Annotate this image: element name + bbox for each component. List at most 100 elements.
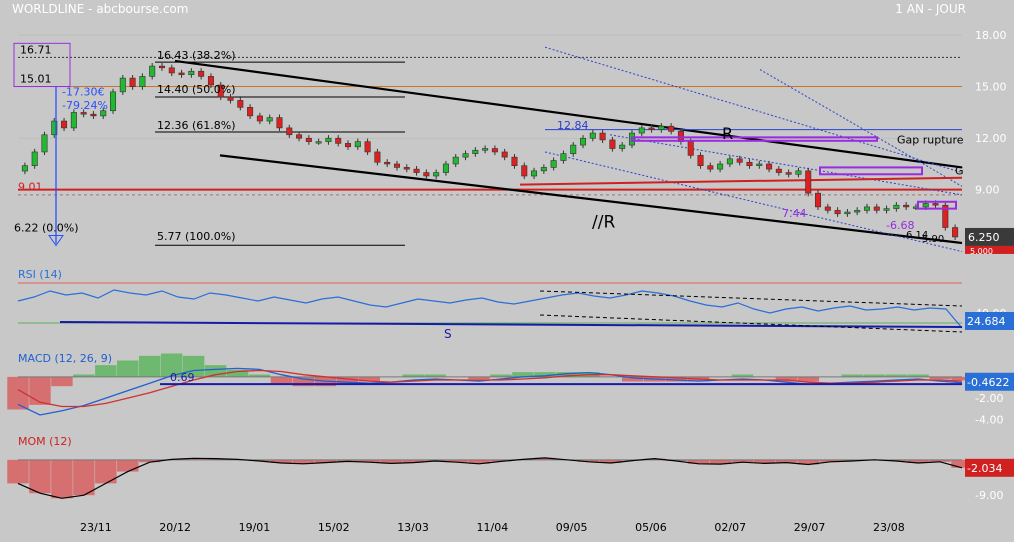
macd-tick-label: -2.00 (975, 392, 1003, 405)
candle-body (91, 114, 96, 116)
candle-body (708, 166, 713, 169)
candle-body (786, 173, 791, 175)
candle-body (492, 149, 497, 152)
level-label: 15.01 (20, 73, 52, 86)
candle-body (571, 145, 576, 154)
candle-body (825, 207, 830, 210)
candle-body (414, 169, 419, 172)
annotation-text: //R (592, 213, 615, 233)
candle-body (443, 164, 448, 173)
rsi-annotation: S (444, 327, 452, 341)
candle-body (336, 138, 341, 143)
annotation-text: G (955, 164, 964, 177)
candle-body (737, 159, 742, 162)
candle-body (61, 121, 66, 128)
candle-body (257, 116, 262, 121)
candle-body (326, 138, 331, 141)
candle-body (619, 145, 624, 148)
x-tick-label: 20/12 (159, 521, 191, 534)
annotation-text: R (722, 124, 733, 143)
x-tick-label: 23/08 (873, 521, 905, 534)
last-price-label: 6.250 (968, 231, 1000, 244)
price-tick-label: 9.00 (975, 184, 1000, 197)
candle-body (903, 205, 908, 207)
mom-histogram-bar (73, 460, 94, 495)
candle-body (698, 155, 703, 165)
candle-body (482, 149, 487, 151)
candle-body (766, 164, 771, 169)
level-label: 14.40 (50.0%) (157, 83, 236, 96)
candle-body (149, 66, 154, 76)
candle-body (639, 128, 644, 133)
candle-body (277, 118, 282, 128)
candle-body (81, 112, 86, 114)
price-tick-label: 12.00 (975, 132, 1007, 145)
candle-body (610, 140, 615, 149)
annotation-text: 5.90 (922, 234, 944, 245)
candle-body (806, 171, 811, 193)
candle-body (835, 210, 840, 213)
x-tick-label: 19/01 (239, 521, 271, 534)
chart-title: WORLDLINE - abcbourse.com (12, 2, 188, 16)
candle-body (110, 92, 115, 111)
candle-body (404, 167, 409, 169)
candle-body (727, 159, 732, 164)
level-label: 5.77 (100.0%) (157, 230, 236, 243)
macd-histogram-bar (271, 377, 292, 384)
chart-period: 1 AN - JOUR (895, 2, 966, 16)
candle-body (551, 161, 556, 168)
candle-body (894, 205, 899, 208)
level-label: 9.01 (18, 181, 43, 194)
candle-body (580, 138, 585, 145)
annotation-text: Gap rupture (897, 133, 964, 146)
candle-body (463, 154, 468, 157)
candle-body (796, 171, 801, 174)
candle-body (424, 173, 429, 176)
macd-annotation: 0.69 (170, 371, 195, 384)
macd-title: MACD (12, 26, 9) (18, 352, 112, 365)
price-tick-label: 15.00 (975, 81, 1007, 94)
mom-tick-label: -9.00 (975, 489, 1003, 502)
candle-body (668, 126, 673, 131)
candle-body (247, 107, 252, 116)
candle-body (502, 152, 507, 157)
x-tick-label: 09/05 (556, 521, 588, 534)
candle-body (845, 212, 850, 214)
mom-histogram-bar (117, 460, 138, 472)
candle-body (453, 157, 458, 164)
macd-histogram-bar (29, 377, 50, 405)
candle-body (815, 193, 820, 207)
rsi-dashed-line (540, 291, 962, 306)
candle-body (512, 157, 517, 166)
candle-body (473, 150, 478, 153)
x-tick-label: 29/07 (794, 521, 826, 534)
macd-histogram-bar (117, 361, 138, 377)
candle-body (864, 207, 869, 210)
x-tick-label: 15/02 (318, 521, 350, 534)
candle-body (854, 210, 859, 212)
annotation-text: 12.84 (557, 119, 589, 132)
candle-body (130, 78, 135, 87)
level-label: 12.36 (61.8%) (157, 119, 236, 132)
candle-body (42, 135, 47, 152)
candle-body (267, 118, 272, 121)
mom-title: MOM (12) (18, 435, 72, 448)
level-label: 16.71 (20, 43, 52, 56)
trend-line (220, 155, 962, 243)
candle-body (757, 164, 762, 166)
candle-body (600, 133, 605, 140)
mom-last-label: -2.034 (967, 462, 1002, 475)
rsi-title: RSI (14) (18, 268, 62, 281)
candle-body (522, 166, 527, 176)
candle-body (71, 112, 76, 127)
candle-body (238, 100, 243, 107)
candle-body (22, 166, 27, 171)
candle-body (120, 78, 125, 92)
x-tick-label: 13/03 (397, 521, 429, 534)
candle-body (32, 152, 37, 166)
candle-body (531, 171, 536, 176)
rsi-last-label: 24.684 (967, 315, 1006, 328)
candle-body (933, 203, 938, 205)
candle-body (561, 154, 566, 161)
